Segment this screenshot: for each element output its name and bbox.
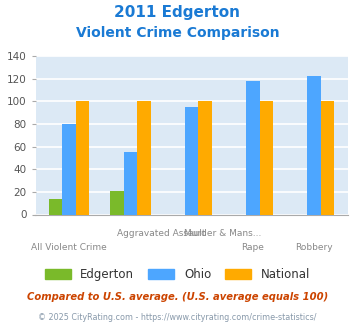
- Bar: [246, 81, 260, 214]
- Bar: [110, 191, 124, 214]
- Text: 2011 Edgerton: 2011 Edgerton: [115, 5, 240, 20]
- Bar: [124, 152, 137, 214]
- Bar: [62, 124, 76, 214]
- Bar: [137, 101, 151, 214]
- Text: Compared to U.S. average. (U.S. average equals 100): Compared to U.S. average. (U.S. average …: [27, 292, 328, 302]
- Bar: [307, 77, 321, 215]
- Text: All Violent Crime: All Violent Crime: [31, 243, 107, 251]
- Text: Murder & Mans...: Murder & Mans...: [184, 229, 261, 238]
- Bar: [76, 101, 89, 214]
- Text: Rape: Rape: [241, 243, 264, 251]
- Text: Robbery: Robbery: [295, 243, 333, 251]
- Legend: Edgerton, Ohio, National: Edgerton, Ohio, National: [45, 268, 310, 281]
- Bar: [185, 107, 198, 214]
- Bar: [49, 199, 62, 214]
- Bar: [198, 101, 212, 214]
- Text: © 2025 CityRating.com - https://www.cityrating.com/crime-statistics/: © 2025 CityRating.com - https://www.city…: [38, 313, 317, 322]
- Bar: [260, 101, 273, 214]
- Bar: [321, 101, 334, 214]
- Text: Violent Crime Comparison: Violent Crime Comparison: [76, 26, 279, 40]
- Text: Aggravated Assault: Aggravated Assault: [117, 229, 205, 238]
